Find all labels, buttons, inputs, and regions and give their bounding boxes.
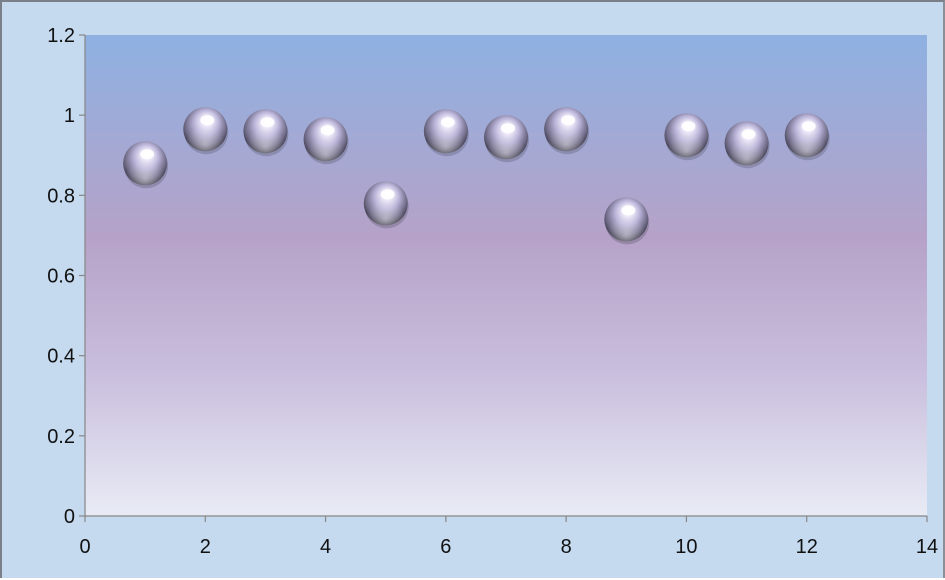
y-tick-label: 0.8 bbox=[47, 185, 75, 207]
data-points bbox=[123, 107, 830, 245]
data-point bbox=[784, 113, 830, 161]
data-point bbox=[123, 141, 169, 189]
data-point bbox=[544, 107, 590, 155]
x-tick-label: 6 bbox=[440, 536, 451, 558]
data-point bbox=[243, 109, 289, 157]
y-tick-label: 0.6 bbox=[47, 266, 75, 288]
data-point bbox=[423, 109, 469, 157]
data-point bbox=[183, 107, 229, 155]
x-tick-label: 2 bbox=[200, 536, 211, 558]
y-tick-label: 1.2 bbox=[47, 25, 75, 47]
y-tick-label: 0 bbox=[64, 506, 75, 528]
y-tick-label: 1 bbox=[64, 105, 75, 127]
x-tick-label: 14 bbox=[916, 536, 938, 558]
x-tick-label: 12 bbox=[796, 536, 818, 558]
x-tick-label: 0 bbox=[79, 536, 90, 558]
axes bbox=[79, 34, 928, 522]
tick-labels: 0 0.2 0.4 0.6 0.8 1 1.2 0 2 4 6 8 10 12 14 bbox=[47, 25, 938, 558]
x-tick-label: 4 bbox=[320, 536, 331, 558]
data-point bbox=[484, 115, 529, 163]
data-point bbox=[303, 117, 349, 165]
y-tick-label: 0.4 bbox=[47, 346, 75, 368]
x-tick-label: 10 bbox=[675, 536, 697, 558]
data-point bbox=[724, 121, 770, 169]
data-point bbox=[363, 181, 409, 229]
data-point bbox=[604, 197, 650, 245]
data-point bbox=[664, 113, 710, 161]
x-tick-label: 8 bbox=[561, 536, 572, 558]
plot-area bbox=[85, 35, 927, 516]
y-tick-label: 0.2 bbox=[47, 426, 75, 448]
